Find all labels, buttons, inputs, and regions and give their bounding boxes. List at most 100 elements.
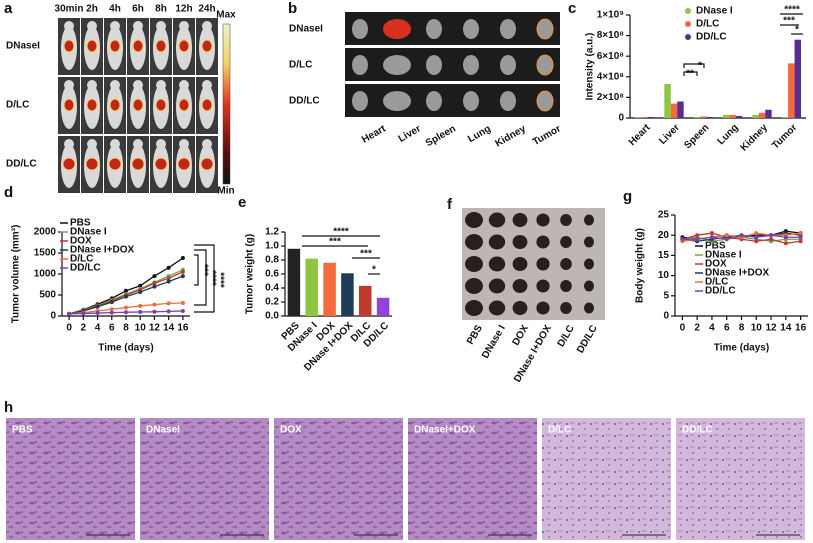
mouse-head — [87, 139, 97, 149]
point — [152, 302, 157, 307]
bar — [752, 114, 759, 118]
bar — [722, 114, 730, 118]
panel-label: h — [4, 399, 13, 416]
legend-label: D/LC — [70, 254, 93, 265]
organ-label: Liver — [397, 123, 423, 145]
tumor — [512, 279, 528, 293]
mouse-head — [179, 21, 189, 31]
significance: *** — [360, 249, 372, 260]
column-label: 6h — [132, 4, 144, 15]
mouse-head — [87, 80, 97, 90]
point — [95, 311, 100, 316]
signal — [132, 98, 144, 112]
organ — [536, 18, 554, 40]
point — [138, 290, 143, 295]
signal — [86, 98, 98, 112]
organ — [352, 55, 368, 75]
bar — [359, 285, 372, 316]
point — [680, 237, 685, 242]
point — [109, 300, 114, 305]
x-tick-label: 14 — [780, 323, 792, 334]
organ — [536, 90, 554, 112]
row-label: DD/LC — [289, 96, 320, 107]
point — [798, 231, 803, 236]
tumor — [536, 257, 550, 271]
point — [81, 311, 86, 316]
point — [739, 233, 744, 238]
legend-label: DNase I — [705, 250, 742, 261]
image-label: DNaseI — [146, 425, 180, 436]
tumor — [512, 301, 528, 315]
mouse-head — [64, 80, 74, 90]
panel-label: e — [238, 194, 246, 211]
point — [695, 233, 700, 238]
micrograph — [408, 418, 537, 540]
photo — [462, 208, 605, 320]
point — [798, 239, 803, 244]
y-tick-label: 1×10⁹ — [597, 10, 625, 21]
signal — [131, 157, 145, 171]
x-tick-label: 4 — [95, 323, 101, 334]
y-tick-label: 0 — [50, 311, 56, 322]
organ — [500, 55, 516, 75]
tumor — [536, 279, 550, 293]
legend-label: DOX — [70, 236, 92, 247]
point — [754, 239, 759, 244]
point — [124, 305, 128, 310]
row-label: D/LC — [289, 60, 312, 71]
point — [166, 276, 171, 281]
mouse-head — [156, 80, 166, 90]
point — [152, 284, 157, 289]
organ — [352, 19, 368, 39]
organ — [500, 19, 516, 39]
signal — [154, 157, 168, 171]
x-tick-label: Kidney — [739, 122, 771, 154]
significance: *** — [329, 237, 341, 248]
column-label: 24h — [198, 4, 215, 15]
micrograph — [542, 418, 671, 540]
x-tick-label: 16 — [177, 323, 189, 334]
panel-label: a — [4, 0, 13, 17]
legend-label: DNase I+DOX — [705, 268, 770, 279]
y-tick-label: 10 — [658, 270, 670, 281]
x-tick-label: Liver — [657, 122, 682, 147]
legend-label: DNase I — [696, 6, 733, 17]
y-axis-title: Tumor weight (g) — [245, 234, 256, 314]
bar — [641, 116, 648, 118]
x-tick-label: 8 — [739, 323, 745, 334]
organ-label: Heart — [360, 123, 388, 146]
mouse-head — [110, 21, 120, 31]
organ — [463, 19, 479, 39]
significance: **** — [333, 227, 349, 238]
tumor — [488, 234, 506, 250]
x-tick-label: 8 — [123, 323, 129, 334]
mouse-head — [64, 21, 74, 31]
y-tick-label: 2×10⁸ — [597, 92, 625, 103]
legend-label: DD/LC — [70, 263, 101, 274]
y-tick-label: 2000 — [34, 227, 57, 238]
image-label: DNaseI+DOX — [414, 425, 476, 436]
mouse-head — [133, 21, 143, 31]
point — [152, 309, 157, 314]
signal — [201, 39, 213, 53]
tumor — [465, 212, 483, 228]
point — [138, 303, 143, 308]
tumor — [536, 235, 550, 249]
tumor — [488, 300, 506, 316]
mouse-head — [87, 21, 97, 31]
significance: * — [372, 265, 376, 276]
legend-marker — [685, 8, 691, 14]
legend-label: D/LC — [696, 19, 719, 30]
mouse-head — [133, 80, 143, 90]
panel-label: f — [447, 196, 453, 213]
bar — [305, 258, 318, 316]
significance: *** — [783, 16, 795, 27]
x-axis-title: Time (days) — [714, 343, 769, 354]
legend-label: DD/LC — [696, 32, 727, 43]
bar — [323, 262, 336, 316]
column-label: 4h — [109, 4, 121, 15]
brackets — [194, 13, 803, 313]
image-label: DOX — [280, 425, 302, 436]
x-tick-label: Heart — [627, 122, 653, 148]
